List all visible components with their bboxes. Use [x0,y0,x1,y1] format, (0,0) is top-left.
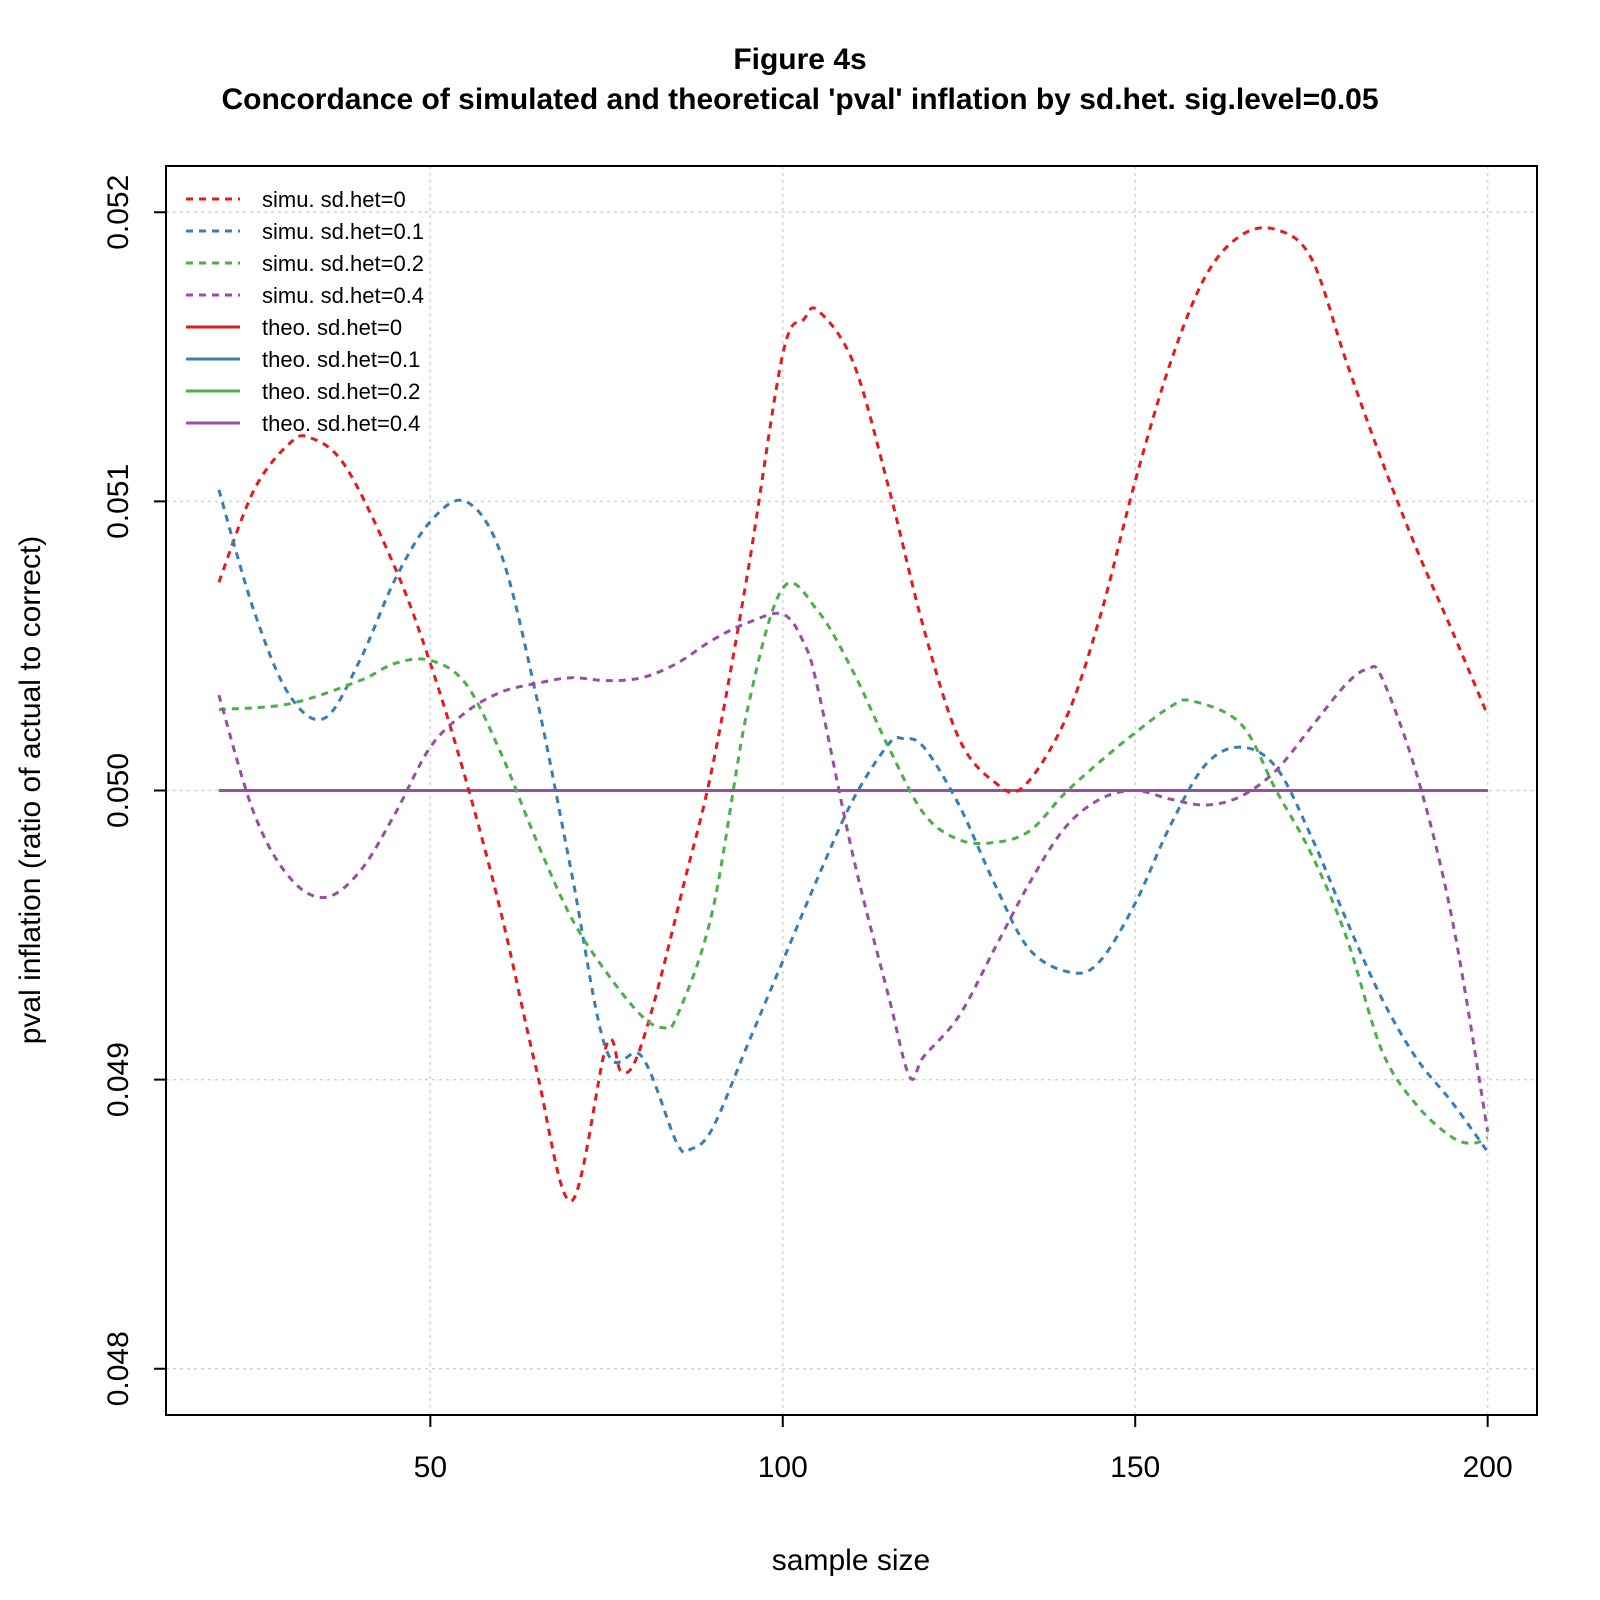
chart-subtitle: Concordance of simulated and theoretical… [221,83,1379,116]
y-tick-label: 0.048 [102,1331,135,1406]
x-tick-label: 100 [758,1451,808,1484]
series-group [217,226,1490,1203]
y-tick-label: 0.049 [102,1042,135,1117]
legend-label: theo. sd.het=0.1 [262,347,420,372]
series-line-simu-sd-het-0-4 [217,611,1490,1132]
x-tick-label: 150 [1110,1451,1160,1484]
y-axis-label: pval inflation (ratio of actual to corre… [14,536,47,1045]
chart-title: Figure 4s [733,43,867,76]
x-tick-label: 50 [414,1451,447,1484]
series-line-simu-sd-het-0-1 [217,489,1489,1155]
series-line-simu-sd-het-0 [217,226,1490,1203]
legend-label: simu. sd.het=0.4 [262,283,424,308]
y-tick-label: 0.051 [102,464,135,539]
legend-label: theo. sd.het=0.2 [262,379,420,404]
legend-label: theo. sd.het=0 [262,315,402,340]
y-tick-label: 0.050 [102,753,135,828]
chart-title-block: Figure 4s Concordance of simulated and t… [0,40,1600,120]
legend-label: theo. sd.het=0.4 [262,411,420,436]
x-axis: 50 100 150 200 [414,1415,1513,1484]
y-axis: 0.048 0.049 0.050 0.051 0.052 [102,175,166,1406]
legend-label: simu. sd.het=0.2 [262,251,424,276]
x-tick-label: 200 [1463,1451,1513,1484]
y-tick-label: 0.052 [102,175,135,250]
legend-label: simu. sd.het=0.1 [262,219,424,244]
series-line-simu-sd-het-0-2 [218,581,1489,1145]
legend-label: simu. sd.het=0 [262,187,406,212]
legend: simu. sd.het=0 simu. sd.het=0.1 simu. sd.h… [186,187,424,436]
x-axis-label: sample size [772,1544,930,1577]
